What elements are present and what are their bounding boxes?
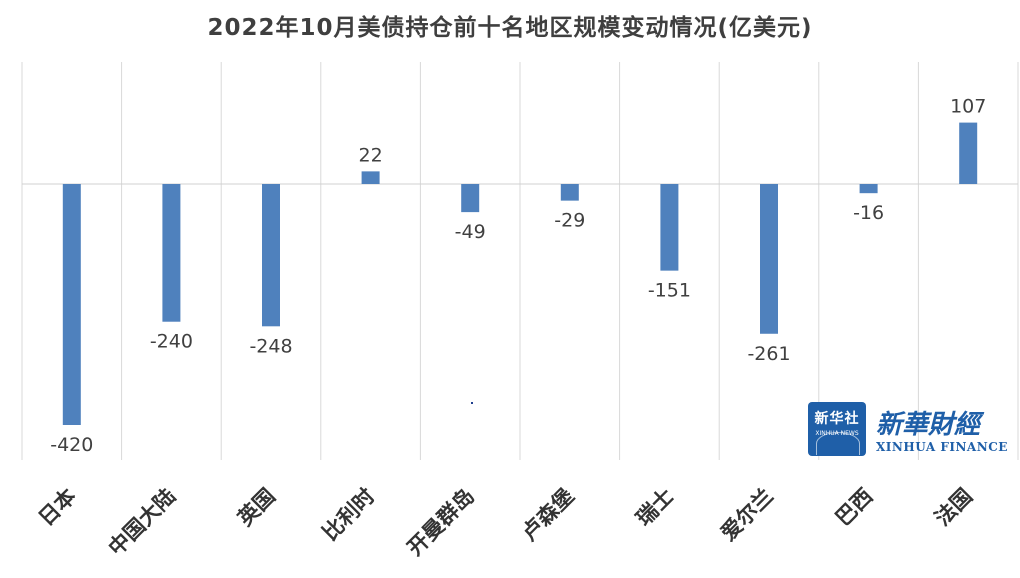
data-label-3: 22: [359, 144, 383, 166]
bar-5: [560, 184, 579, 201]
category-label-7: 爱尔兰: [716, 483, 778, 545]
category-label-5: 卢森堡: [516, 483, 578, 545]
bar-9: [959, 122, 978, 184]
data-label-1: -240: [150, 331, 193, 353]
bar-2: [262, 184, 280, 327]
xinhua-finance-logo: 新华社 XINHUA NEWS 新華財經 XINHUA FINANCE: [808, 402, 1007, 458]
data-label-5: -29: [554, 210, 585, 232]
stray-dot: [471, 402, 473, 404]
data-label-4: -49: [455, 221, 486, 243]
data-label-6: -151: [648, 280, 691, 302]
category-label-9: 法国: [930, 483, 977, 530]
category-label-4: 开曼群岛: [402, 483, 479, 560]
xinhua-news-badge: 新华社 XINHUA NEWS: [808, 402, 866, 456]
bar-0: [62, 184, 81, 425]
category-label-2: 英国: [232, 483, 279, 530]
category-label-3: 比利时: [317, 483, 379, 545]
bar-7: [760, 184, 778, 334]
bar-4: [461, 184, 480, 213]
category-label-1: 中国大陆: [103, 483, 180, 560]
data-label-8: -16: [853, 202, 884, 224]
bar-6: [660, 184, 679, 271]
category-label-8: 巴西: [830, 483, 877, 530]
bar-8: [859, 184, 878, 194]
data-label-0: -420: [50, 434, 93, 456]
category-label-0: 日本: [33, 483, 80, 530]
logo-script-text: 新華財經: [876, 410, 981, 440]
data-label-9: 107: [950, 96, 986, 118]
bar-1: [162, 184, 181, 322]
globe-icon: [816, 432, 860, 455]
badge-cn-text: 新华社: [814, 411, 860, 427]
category-label-6: 瑞士: [631, 483, 678, 530]
data-label-2: -248: [249, 335, 292, 357]
logo-en-text: XINHUA FINANCE: [876, 440, 1008, 454]
chart-title: 2022年10月美债持仓前十名地区规模变动情况(亿美元): [207, 15, 813, 41]
bar-3: [361, 171, 380, 184]
data-label-7: -261: [747, 343, 790, 365]
